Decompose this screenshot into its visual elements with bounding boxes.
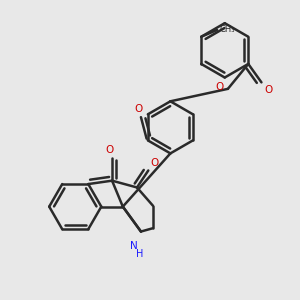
Text: CH₃: CH₃	[220, 26, 235, 34]
Text: O: O	[265, 85, 273, 94]
Text: H: H	[136, 248, 143, 259]
Text: O: O	[151, 158, 159, 168]
Text: O: O	[215, 82, 224, 92]
Text: N: N	[130, 241, 138, 250]
Text: O: O	[106, 145, 114, 154]
Text: O: O	[135, 104, 143, 114]
